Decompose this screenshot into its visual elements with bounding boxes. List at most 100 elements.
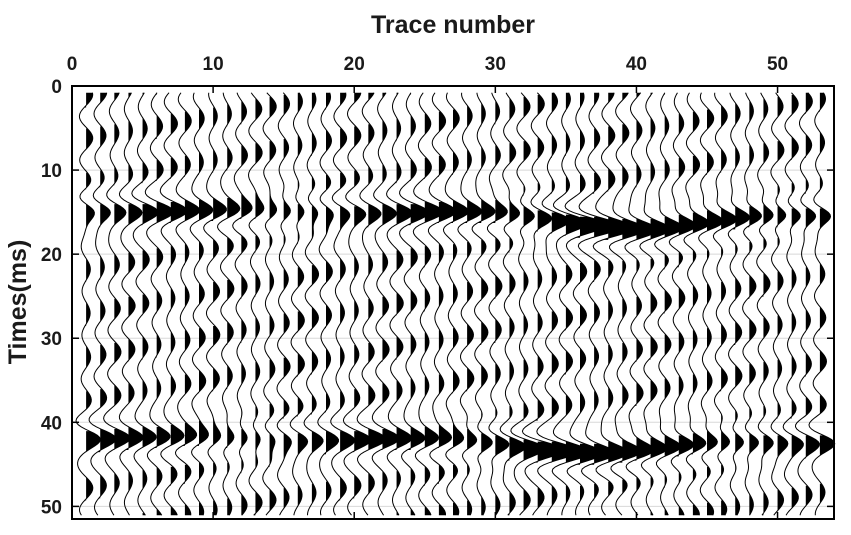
trace: [386, 92, 414, 516]
trace-line: [174, 92, 201, 516]
trace-line: [289, 92, 309, 516]
trace-fill: [818, 92, 835, 505]
trace-line: [427, 92, 457, 516]
trace-line: [471, 92, 496, 516]
trace-line: [330, 92, 356, 516]
y-tick-label: 0: [51, 77, 62, 98]
trace-fill: [406, 92, 429, 516]
trace: [276, 92, 292, 516]
y-tick-label: 50: [41, 497, 62, 518]
trace-fill: [491, 101, 509, 516]
trace-line: [592, 92, 635, 516]
trace-line: [303, 92, 324, 516]
trace-line: [371, 92, 400, 516]
trace-line: [203, 92, 227, 516]
trace-line: [131, 92, 159, 516]
trace: [683, 92, 710, 516]
trace-fill: [690, 111, 710, 516]
trace: [624, 92, 659, 516]
trace-fill: [253, 99, 264, 516]
x-tick-label: 50: [767, 54, 788, 75]
trace-fill: [662, 92, 684, 516]
trace: [427, 92, 457, 516]
trace-line: [356, 92, 387, 516]
trace: [442, 92, 469, 516]
trace-line: [232, 92, 253, 516]
traces: [75, 92, 836, 516]
trace: [262, 92, 278, 516]
x-tick-label: 0: [67, 54, 78, 75]
trace-line: [342, 92, 372, 516]
trace-line: [159, 92, 188, 516]
trace-fill: [310, 92, 324, 505]
trace-line: [795, 92, 821, 516]
trace: [577, 92, 623, 516]
trace-line: [118, 92, 144, 516]
trace-fill: [366, 92, 386, 495]
trace: [592, 92, 635, 516]
trace-line: [317, 92, 340, 516]
trace: [412, 92, 444, 516]
trace-line: [756, 92, 774, 516]
trace-line: [386, 92, 414, 516]
trace-fill: [617, 92, 646, 495]
x-tick-label: 30: [485, 54, 506, 75]
trace-fill: [450, 109, 469, 516]
trace-line: [564, 92, 607, 516]
trace: [608, 92, 647, 516]
trace: [103, 92, 131, 516]
trace: [88, 92, 117, 516]
trace-fill: [761, 99, 774, 516]
y-tick-label: 20: [41, 245, 62, 266]
trace: [342, 92, 372, 516]
trace-fill: [746, 101, 762, 516]
axes: [71, 85, 835, 520]
x-axis-ticks: 0 10 20 30 40 50: [67, 54, 788, 519]
trace-fill: [182, 111, 200, 516]
trace: [782, 92, 804, 516]
trace-line: [577, 92, 623, 516]
trace: [712, 92, 738, 516]
trace: [75, 92, 102, 516]
trace-fill: [380, 92, 399, 516]
plot-frame: [71, 85, 835, 520]
trace-line: [144, 92, 174, 516]
trace-line: [742, 92, 762, 516]
trace: [756, 92, 774, 516]
y-tick-label: 40: [41, 413, 62, 434]
trace-fill: [323, 92, 339, 503]
trace-fill: [602, 92, 635, 497]
trace: [457, 92, 483, 516]
trace-fill: [633, 92, 658, 516]
trace: [399, 92, 430, 516]
trace-line: [399, 92, 430, 516]
y-axis-ticks: 0 10 20 30 40 50: [41, 77, 834, 518]
trace: [248, 92, 265, 516]
trace: [217, 92, 241, 516]
trace-fill: [789, 94, 804, 509]
trace: [144, 92, 174, 516]
trace: [551, 92, 592, 516]
trace-fill: [295, 92, 308, 507]
trace-line: [727, 92, 751, 516]
trace: [371, 92, 400, 516]
trace-line: [276, 92, 292, 516]
trace-line: [75, 92, 102, 516]
trace: [742, 92, 762, 516]
trace-fill: [575, 92, 607, 503]
x-tick-label: 10: [203, 54, 224, 75]
trace-fill: [423, 113, 444, 516]
trace-fill: [534, 94, 563, 509]
trace-fill: [804, 92, 820, 507]
trace-fill: [563, 92, 591, 505]
trace-line: [486, 92, 510, 516]
trace: [564, 92, 607, 516]
y-tick-label: 10: [41, 161, 62, 182]
trace-fill: [648, 92, 671, 516]
trace-fill: [705, 109, 724, 516]
trace-fill: [549, 92, 578, 507]
trace: [174, 92, 201, 516]
trace-fill: [338, 92, 355, 501]
trace-fill: [436, 111, 456, 516]
